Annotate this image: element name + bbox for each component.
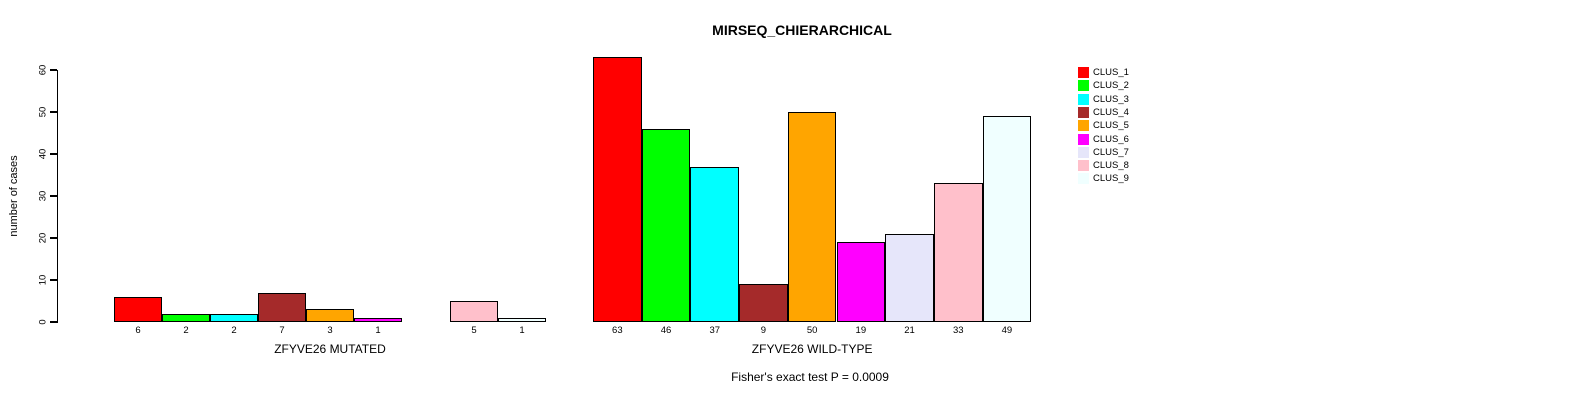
legend-label-clus_3: CLUS_3 [1093,93,1129,105]
bar-clus_3 [690,166,740,322]
y-tick-mark [49,153,57,155]
bar-value-label: 6 [135,325,141,336]
bar-value-label: 9 [760,325,767,336]
legend-label-clus_8: CLUS_8 [1093,160,1129,172]
y-tick-mark [49,69,57,71]
bar-value-label: 19 [855,325,867,336]
legend-swatch-clus_1 [1078,67,1089,78]
y-tick-label: 0 [37,319,49,325]
legend-label-clus_9: CLUS_9 [1093,173,1129,185]
legend-swatch-clus_8 [1078,160,1089,172]
bar-clus_5 [306,309,354,322]
y-tick-label: 50 [37,106,49,118]
bar-clus_6 [354,317,402,322]
legend-swatch-clus_3 [1078,93,1089,105]
legend-swatch-clus_9 [1078,173,1089,185]
bar-value-label: 2 [231,325,237,336]
bar-clus_1 [114,296,162,322]
bar-clus_8 [933,183,983,322]
legend-label-clus_1: CLUS_1 [1093,67,1129,78]
bar-clus_4 [739,284,788,322]
chart-title: MIRSEQ_CHIERARCHICAL [712,22,892,38]
legend-swatch-clus_2 [1078,80,1089,92]
bar-clus_2 [162,313,210,322]
bar-clus_8 [450,301,498,322]
bar-value-label: 21 [904,325,915,336]
y-tick-mark [49,195,57,197]
legend-label-clus_2: CLUS_2 [1093,80,1129,92]
legend-label-clus_5: CLUS_5 [1093,120,1129,132]
group-label: ZFYVE26 MUTATED [274,342,386,356]
bar-clus_4 [258,292,306,322]
bar-value-label: 2 [183,325,189,336]
bar-value-label: 63 [612,325,623,336]
bar-clus_2 [641,128,691,322]
legend-label-clus_6: CLUS_6 [1093,133,1129,145]
bar-value-label: 46 [660,325,672,336]
bar-value-label: 37 [709,325,721,336]
y-tick-label: 60 [37,64,49,76]
bar-value-label: 7 [279,325,285,336]
y-tick-label: 40 [37,148,49,160]
y-tick-mark [49,111,57,113]
bar-clus_9 [982,116,1032,322]
legend-swatch-clus_7 [1078,146,1089,158]
bar-value-label: 1 [519,325,525,336]
legend-swatch-clus_4 [1078,106,1089,118]
bar-value-label: 49 [1001,325,1013,336]
bar-value-label: 33 [952,325,964,336]
bar-value-label: 50 [806,325,818,336]
bar-value-label: 5 [471,325,477,336]
bar-clus_5 [787,112,837,322]
bar-value-label: 1 [375,325,381,336]
y-tick-mark [49,279,57,281]
legend-swatch-clus_5 [1078,120,1089,132]
bar-value-label: 3 [327,325,333,336]
y-axis-label: number of cases [8,155,20,237]
y-axis-line [56,69,58,323]
fisher-test-annotation: Fisher's exact test P = 0.0009 [731,370,889,384]
legend-label-clus_4: CLUS_4 [1093,106,1129,118]
legend-label-clus_7: CLUS_7 [1093,146,1129,158]
bar-clus_9 [498,317,546,322]
bar-clus_1 [593,57,642,322]
y-tick-label: 30 [37,190,49,202]
y-tick-label: 20 [37,232,49,244]
y-tick-mark [49,237,57,239]
bar-clus_7 [885,233,934,322]
legend-swatch-clus_6 [1078,133,1089,145]
bar-clus_6 [836,242,886,322]
y-tick-label: 10 [37,274,49,286]
y-tick-mark [49,321,57,323]
bar-clus_3 [210,313,258,322]
group-label: ZFYVE26 WILD-TYPE [751,342,873,356]
